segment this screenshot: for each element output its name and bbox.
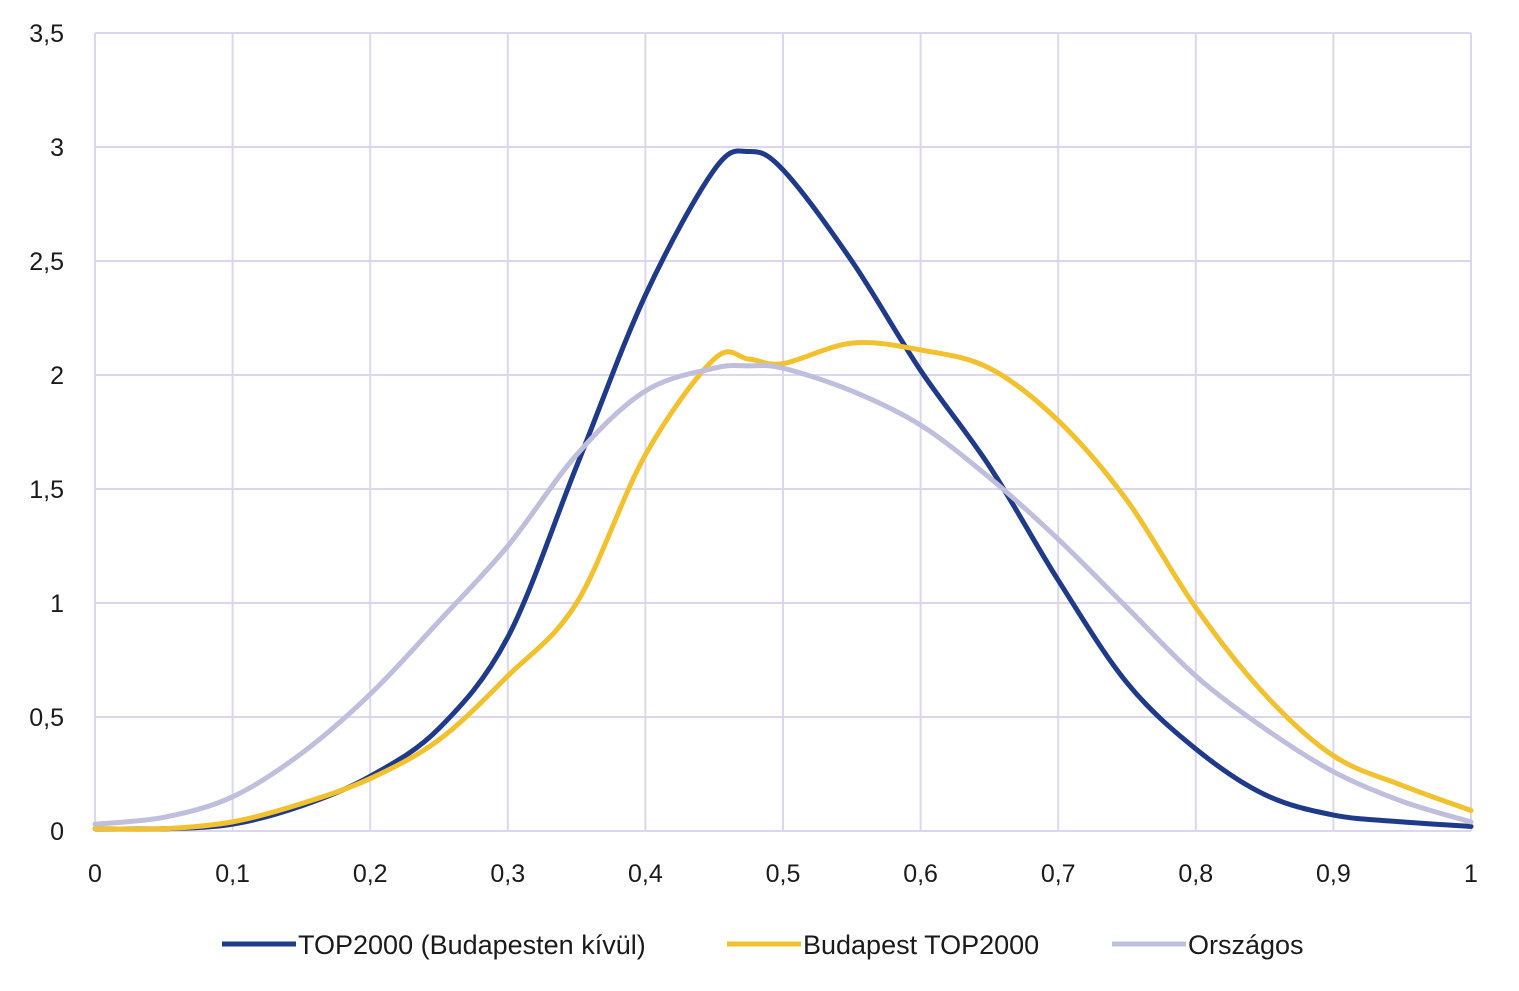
y-tick-label: 0,5 bbox=[29, 704, 64, 732]
x-tick-label: 0,9 bbox=[1316, 860, 1351, 888]
x-tick-label: 0,1 bbox=[215, 860, 250, 888]
x-axis-tick-labels: 0 0,1 0,2 0,3 0,4 0,5 0,6 0,7 0,8 0,9 1 bbox=[88, 860, 1478, 888]
legend-entry: Országos bbox=[1112, 930, 1304, 960]
y-tick-label: 2 bbox=[50, 362, 64, 390]
x-tick-label: 0,6 bbox=[903, 860, 938, 888]
x-tick-label: 0,2 bbox=[353, 860, 388, 888]
y-tick-label: 2,5 bbox=[29, 248, 64, 276]
y-tick-label: 3,5 bbox=[29, 20, 64, 48]
y-tick-label: 3 bbox=[50, 134, 64, 162]
legend-entry: Budapest TOP2000 bbox=[727, 930, 1039, 960]
series-lines bbox=[92, 148, 1474, 832]
x-tick-label: 0,8 bbox=[1178, 860, 1213, 888]
series-line-2 bbox=[92, 362, 1474, 827]
x-tick-label: 0 bbox=[88, 860, 102, 888]
y-axis-tick-labels: 0 0,5 1 1,5 2 2,5 3 3,5 bbox=[29, 20, 64, 846]
legend: TOP2000 (Budapesten kívül) Budapest TOP20… bbox=[222, 930, 1304, 960]
legend-label: Budapest TOP2000 bbox=[803, 930, 1039, 960]
legend-label: TOP2000 (Budapesten kívül) bbox=[298, 930, 646, 960]
legend-entry: TOP2000 (Budapesten kívül) bbox=[222, 930, 646, 960]
x-tick-label: 0,4 bbox=[628, 860, 663, 888]
x-tick-label: 1 bbox=[1464, 860, 1478, 888]
series-line-1 bbox=[92, 340, 1474, 832]
x-tick-label: 0,3 bbox=[490, 860, 525, 888]
gridlines bbox=[94, 32, 1472, 832]
y-tick-label: 1 bbox=[50, 590, 64, 618]
x-tick-label: 0,7 bbox=[1041, 860, 1076, 888]
y-tick-label: 1,5 bbox=[29, 476, 64, 504]
y-tick-label: 0 bbox=[50, 818, 64, 846]
x-tick-label: 0,5 bbox=[766, 860, 801, 888]
legend-label: Országos bbox=[1188, 930, 1304, 960]
